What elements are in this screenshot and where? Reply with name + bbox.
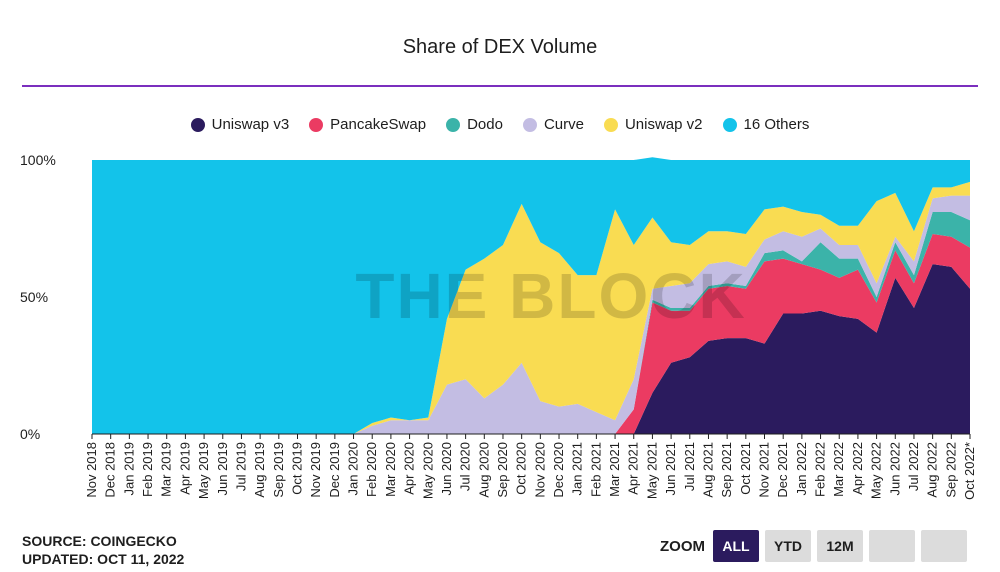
x-tick-label: Dec 2018 <box>103 442 118 498</box>
zoom-all-button[interactable]: ALL <box>713 530 759 562</box>
legend-label: Dodo <box>467 116 503 133</box>
x-tick-label: Jul 2019 <box>233 442 248 491</box>
x-tick-label: Jul 2022 <box>906 442 921 491</box>
x-tick-label: Sep 2022 <box>943 442 958 498</box>
area-series-curve <box>92 195 970 434</box>
y-tick-label: 100% <box>20 152 56 168</box>
legend-item[interactable]: PancakeSwap <box>309 116 426 133</box>
chart-legend: Uniswap v3 PancakeSwap Dodo Curve Uniswap v2… <box>0 116 1000 133</box>
legend-swatch <box>309 117 324 132</box>
source-block: SOURCE: COINGECKO UPDATED: OCT 11, 2022 <box>22 532 184 568</box>
x-tick-label: Apr 2020 <box>402 442 417 495</box>
x-tick-label: Jan 2021 <box>570 442 585 496</box>
zoom-12m-button[interactable]: 12M <box>817 530 863 562</box>
legend-label: Uniswap v3 <box>211 116 290 133</box>
zoom-blank-button-2[interactable] <box>921 530 967 562</box>
y-tick-label: 0% <box>20 426 40 442</box>
area-series-16-others <box>92 157 970 434</box>
x-tick-label: Aug 2019 <box>252 442 267 498</box>
x-tick-label: May 2022 <box>869 442 884 499</box>
area-series-pancakeswap <box>92 233 970 434</box>
zoom-controls: ZOOM ALL YTD 12M <box>660 530 973 562</box>
x-tick-label: Jun 2022 <box>887 442 902 496</box>
legend-item[interactable]: Dodo <box>446 116 503 133</box>
legend-item[interactable]: 16 Others <box>722 116 810 133</box>
x-tick-label: May 2021 <box>644 442 659 499</box>
title-divider <box>22 85 978 87</box>
legend-swatch <box>522 117 537 132</box>
zoom-ytd-button[interactable]: YTD <box>765 530 811 562</box>
x-tick-label: Nov 2020 <box>532 442 547 498</box>
x-tick-label: Apr 2019 <box>177 442 192 495</box>
x-tick-label: Apr 2022 <box>850 442 865 495</box>
x-tick-label: Aug 2022 <box>925 442 940 498</box>
x-tick-label: Jun 2020 <box>439 442 454 496</box>
x-tick-label: Dec 2021 <box>775 442 790 498</box>
x-tick-label: Jun 2021 <box>663 442 678 496</box>
x-tick-label: Feb 2020 <box>364 442 379 497</box>
legend-item[interactable]: Uniswap v3 <box>190 116 290 133</box>
x-tick-label: Feb 2022 <box>813 442 828 497</box>
x-tick-label: Jul 2021 <box>682 442 697 491</box>
y-tick-label: 50% <box>20 289 48 305</box>
x-tick-label: May 2020 <box>420 442 435 499</box>
x-tick-label: Dec 2020 <box>551 442 566 498</box>
x-tick-label: Mar 2020 <box>383 442 398 497</box>
legend-label: Uniswap v2 <box>624 116 703 133</box>
x-tick-label: Jan 2020 <box>346 442 361 496</box>
x-tick-label: Jan 2022 <box>794 442 809 496</box>
x-tick-label: Mar 2022 <box>831 442 846 497</box>
x-tick-label: Oct 2022* <box>962 442 977 500</box>
zoom-label: ZOOM <box>660 537 705 555</box>
legend-label: Curve <box>543 116 584 133</box>
x-tick-label: Jun 2019 <box>215 442 230 496</box>
x-tick-label: Nov 2021 <box>757 442 772 498</box>
x-tick-label: Jul 2020 <box>458 442 473 491</box>
updated-line: UPDATED: OCT 11, 2022 <box>22 551 185 567</box>
x-tick-label: Nov 2018 <box>84 442 99 498</box>
x-tick-label: Sep 2020 <box>495 442 510 498</box>
x-tick-label: Oct 2021 <box>738 442 753 495</box>
legend-swatch <box>190 117 205 132</box>
watermark: THE BLOCK <box>355 260 746 332</box>
x-tick-label: Feb 2019 <box>140 442 155 497</box>
legend-swatch <box>722 117 737 132</box>
x-tick-label: Mar 2021 <box>607 442 622 497</box>
source-line: SOURCE: COINGECKO <box>22 533 177 549</box>
x-tick-label: Jan 2019 <box>121 442 136 496</box>
legend-swatch <box>446 117 461 132</box>
area-series-uniswap-v2 <box>92 181 970 434</box>
zoom-blank-button-1[interactable] <box>869 530 915 562</box>
legend-label: 16 Others <box>743 116 810 133</box>
x-tick-label: Oct 2020 <box>514 442 529 495</box>
x-tick-label: Aug 2020 <box>476 442 491 498</box>
x-tick-label: Sep 2021 <box>719 442 734 498</box>
x-tick-label: Sep 2019 <box>271 442 286 498</box>
legend-label: PancakeSwap <box>330 116 427 133</box>
legend-item[interactable]: Curve <box>522 116 584 133</box>
x-tick-label: Aug 2021 <box>700 442 715 498</box>
chart-title: Share of DEX Volume <box>402 36 598 58</box>
x-tick-label: Nov 2019 <box>308 442 323 498</box>
x-tick-label: Feb 2021 <box>588 442 603 497</box>
x-tick-label: Dec 2019 <box>327 442 342 498</box>
legend-item[interactable]: Uniswap v2 <box>603 116 703 133</box>
legend-swatch <box>603 117 618 132</box>
x-tick-label: Apr 2021 <box>626 442 641 495</box>
x-tick-label: May 2019 <box>196 442 211 499</box>
x-tick-label: Oct 2019 <box>289 442 304 495</box>
x-tick-label: Mar 2019 <box>159 442 174 497</box>
area-series-uniswap-v3 <box>92 264 970 434</box>
